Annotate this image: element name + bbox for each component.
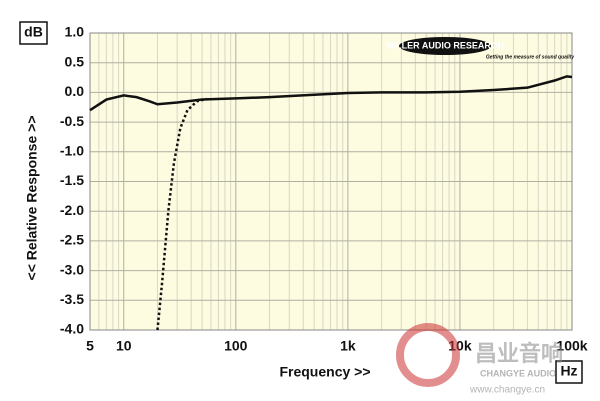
y-tick-label: -2.0: [60, 202, 84, 218]
y-tick-label: 1.0: [65, 24, 85, 40]
logo-tagline: Getting the measure of sound quality: [486, 54, 575, 60]
y-tick-label: -3.0: [60, 261, 84, 277]
y-tick-label: -4.0: [60, 321, 84, 337]
logo: MILLER AUDIO RESEARCH: [386, 40, 504, 50]
x-tick-label: 1k: [340, 338, 356, 354]
watermark-group: 昌业音响 CHANGYE AUDIO www.changye.cn: [396, 323, 563, 396]
y-tick-label: -1.0: [60, 143, 84, 159]
x-axis-label: Frequency >>: [279, 364, 370, 380]
x-tick-label: 100k: [556, 338, 587, 354]
watermark-url: www.changye.cn: [469, 385, 545, 396]
y-tick-label: -0.5: [60, 113, 84, 129]
unit-box: [19, 21, 48, 45]
y-tick-label: -3.5: [60, 291, 84, 307]
y-tick-label: 0.5: [65, 53, 85, 69]
x-unit: Hz: [560, 363, 577, 379]
plot: 1.0 0.5 0.0 -0.5 -1.0 -1.5 -2.0 -2.5 -3.0 -3.5 -4.…: [60, 24, 588, 354]
logo-badge: [399, 37, 491, 55]
y-tick-label: -1.5: [60, 172, 84, 188]
response-line: [89, 75, 573, 112]
y-unit: dB: [24, 24, 43, 40]
x-tick-label: 10: [116, 338, 132, 354]
y-tick-label: -2.5: [60, 232, 84, 248]
response-line: [156, 97, 208, 331]
unit-box: [555, 360, 583, 384]
watermark-sub: CHANGYE AUDIO: [480, 368, 556, 378]
plot-frame: [89, 32, 573, 331]
x-tick-label: 100: [224, 338, 248, 354]
y-axis-label: << Relative Response >>: [24, 116, 40, 281]
watermark: 昌业音响: [475, 341, 563, 366]
x-tick-label: 5: [86, 338, 94, 354]
watermark-logo: [396, 323, 460, 387]
y-tick-label: 0.0: [65, 83, 85, 99]
